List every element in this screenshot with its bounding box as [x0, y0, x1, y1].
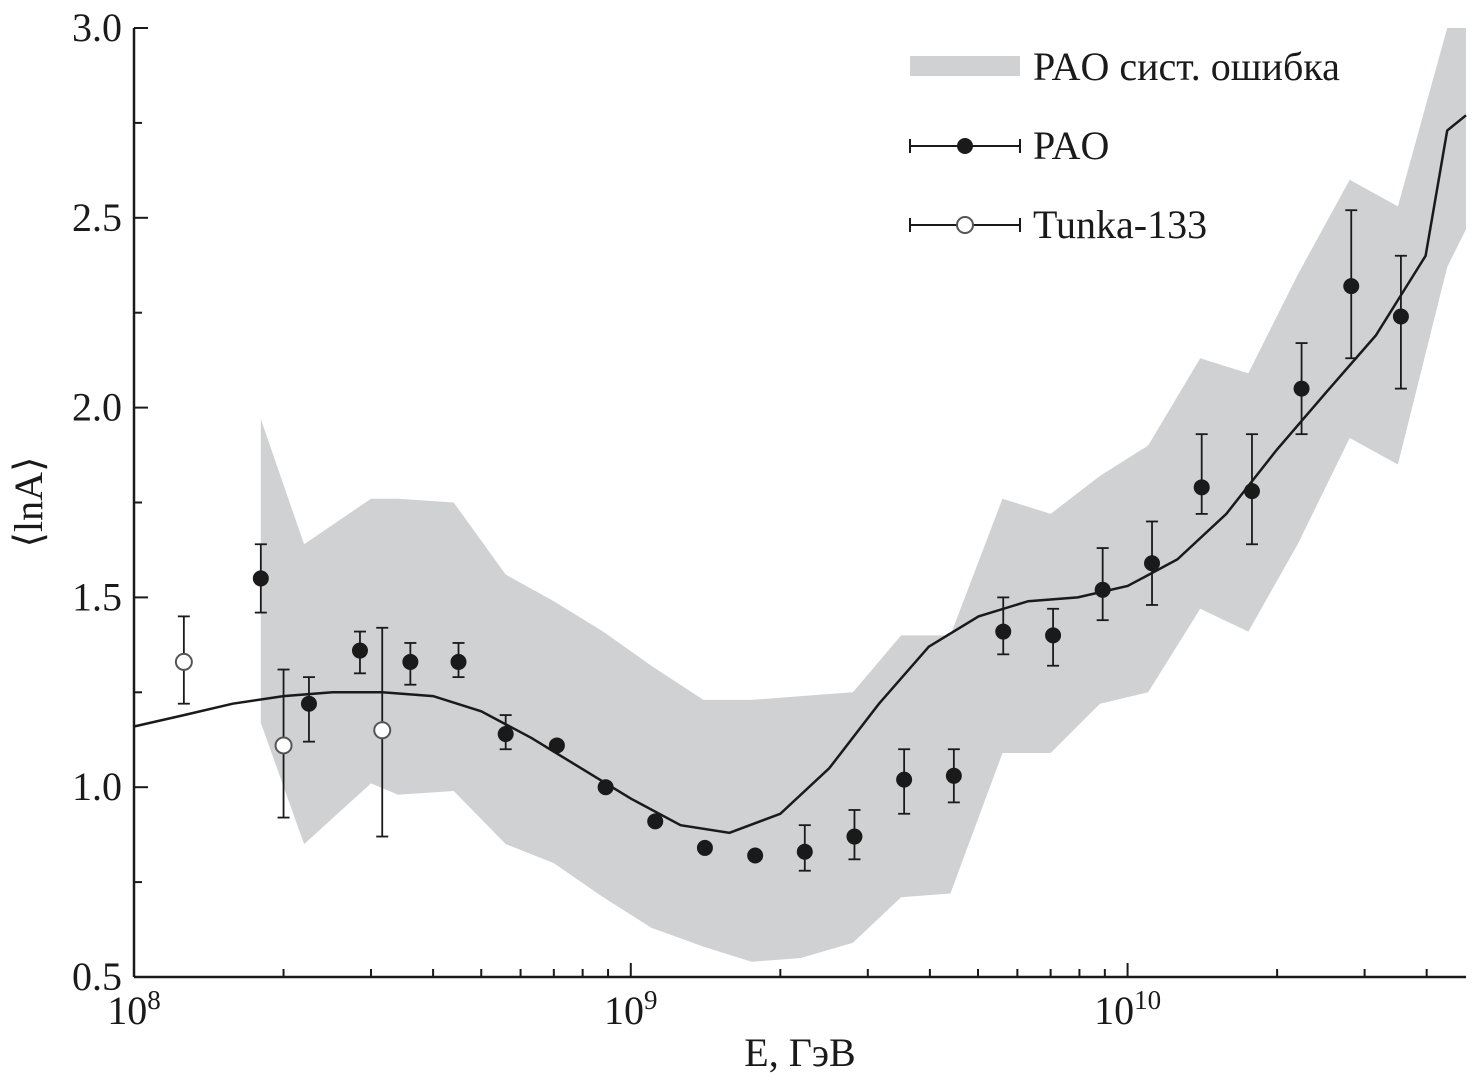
legend-label-band: PAO сист. ошибка: [1033, 44, 1340, 89]
systematic-error-band-layer: [260, 28, 1466, 962]
data-points: [174, 278, 1409, 864]
ticks: 0.5 1.0 1.5 2.0 2.5 3.0 108 109 1010: [72, 5, 1428, 1033]
x-tick-label: 108: [107, 985, 161, 1033]
pao-point: [351, 642, 368, 659]
y-tick-label: 1.5: [72, 574, 122, 619]
legend-band-swatch: [910, 56, 1020, 76]
y-tick-label: 3.0: [72, 5, 122, 50]
pao-point: [497, 726, 514, 743]
pao-point: [1144, 555, 1161, 572]
y-tick-label: 2.0: [72, 385, 122, 430]
pao-point: [995, 623, 1012, 640]
y-tick-label: 0.5: [72, 954, 122, 999]
pao-point: [1193, 479, 1210, 496]
y-axis-title: ⟨lnA⟩: [6, 456, 51, 547]
pao-point: [1045, 627, 1062, 644]
x-tick-label: 1010: [1094, 985, 1161, 1033]
pao-point: [300, 695, 317, 712]
legend-pao-marker: [957, 138, 973, 154]
pao-point: [1343, 278, 1360, 295]
y-tick-label: 1.0: [72, 764, 122, 809]
y-tick-label: 2.5: [72, 195, 122, 240]
pao-point: [597, 779, 614, 796]
error-bars: [177, 209, 1407, 872]
pao-point: [1243, 483, 1260, 500]
pao-point: [896, 771, 913, 788]
legend-tunka-marker: [956, 216, 974, 234]
model-curve: [133, 114, 1467, 835]
legend-label-tunka: Tunka-133: [1033, 202, 1207, 247]
pao-point: [548, 737, 565, 754]
x-tick-label: 109: [604, 985, 658, 1033]
pao-point: [846, 828, 863, 845]
pao-point: [796, 843, 813, 860]
pao-point: [945, 767, 962, 784]
tunka-point: [174, 652, 193, 671]
systematic-error-band: [260, 28, 1466, 962]
pao-point: [1392, 308, 1409, 325]
pao-point: [402, 653, 419, 670]
pao-point: [647, 813, 664, 830]
model-line-layer: [133, 114, 1467, 835]
pao-point: [450, 653, 467, 670]
tunka-point: [373, 721, 392, 740]
pao-point: [747, 847, 764, 864]
tunka-point: [274, 736, 293, 755]
pao-point: [696, 839, 713, 856]
legend-label-pao: PAO: [1033, 123, 1109, 168]
pao-point: [252, 570, 269, 587]
pao-point: [1293, 380, 1310, 397]
pao-point: [1094, 581, 1111, 598]
legend: PAO сист. ошибка PAO Tunka-133: [909, 44, 1340, 247]
x-axis-title: E, ГэВ: [744, 1030, 855, 1075]
